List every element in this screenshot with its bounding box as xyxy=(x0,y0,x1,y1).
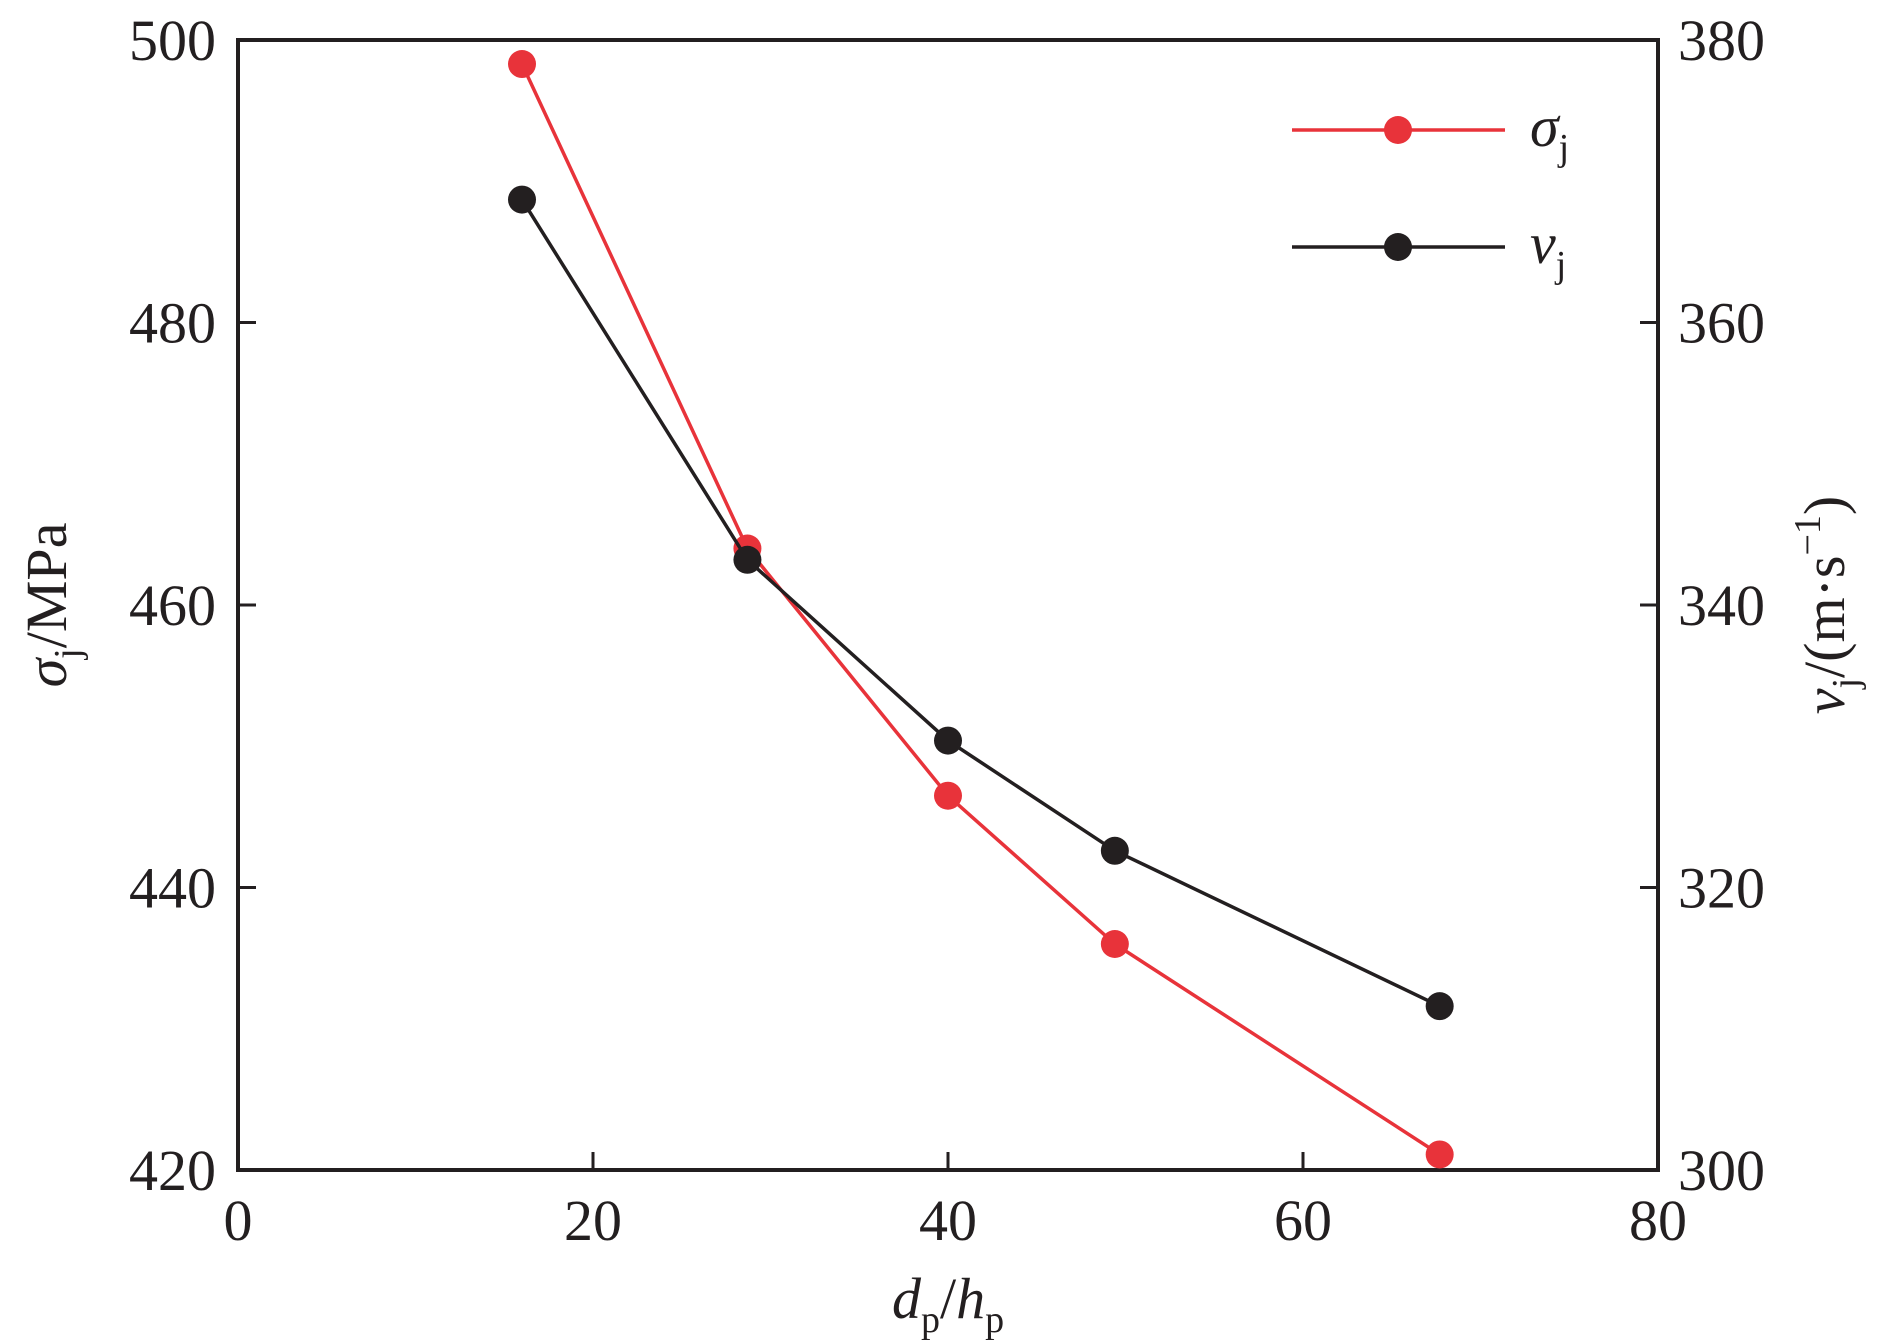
series-1-point xyxy=(1425,992,1454,1021)
series-line-0 xyxy=(520,63,1441,1156)
legend-label-v: vj xyxy=(1530,211,1566,286)
legend-item-v: vj xyxy=(1292,211,1566,286)
y-left-tick-label: 500 xyxy=(129,8,216,73)
y-left-tick-label: 480 xyxy=(129,291,216,356)
ticks-layer: 0 20 40 60 80 420 440 460 480 500 300 320 340 360 380 xyxy=(129,8,1765,1253)
legend-item-sigma: σj xyxy=(1292,94,1569,169)
y-left-tick-label: 420 xyxy=(129,1138,216,1203)
x-axis-title: dp/hp xyxy=(892,1266,1004,1341)
series-1-point xyxy=(1100,836,1129,865)
series-0-point xyxy=(934,781,962,810)
y-left-tick-label: 460 xyxy=(129,573,216,638)
legend-label-sigma: σj xyxy=(1530,94,1569,169)
y-axis-right-title: vj/(m·s−1) xyxy=(1787,496,1867,715)
y-right-tick-label: 360 xyxy=(1678,291,1765,356)
legend-marker-sigma xyxy=(1384,116,1412,144)
x-tick-label: 80 xyxy=(1629,1188,1687,1253)
y-axis-left-title: σj/MPa xyxy=(14,523,89,688)
y-right-tick-label: 340 xyxy=(1678,573,1765,638)
series-layer xyxy=(508,50,1454,1169)
series-1-point xyxy=(934,726,962,755)
series-1-point xyxy=(733,545,762,574)
legend-marker-v xyxy=(1384,233,1412,261)
y-right-tick-label: 300 xyxy=(1678,1138,1765,1203)
y-right-tick-label: 320 xyxy=(1678,856,1765,921)
x-tick-label: 20 xyxy=(564,1188,622,1253)
x-tick-label: 60 xyxy=(1274,1188,1332,1253)
series-1-point xyxy=(508,185,536,214)
legend: σj vj xyxy=(1292,94,1569,286)
series-0-point xyxy=(508,50,536,79)
series-0-point xyxy=(1100,930,1129,958)
series-0-point xyxy=(1425,1140,1454,1169)
y-right-tick-label: 380 xyxy=(1678,8,1765,73)
x-tick-label: 0 xyxy=(224,1188,253,1253)
x-tick-label: 40 xyxy=(919,1188,977,1253)
series-line-1 xyxy=(520,198,1441,1008)
y-left-tick-label: 440 xyxy=(129,856,216,921)
